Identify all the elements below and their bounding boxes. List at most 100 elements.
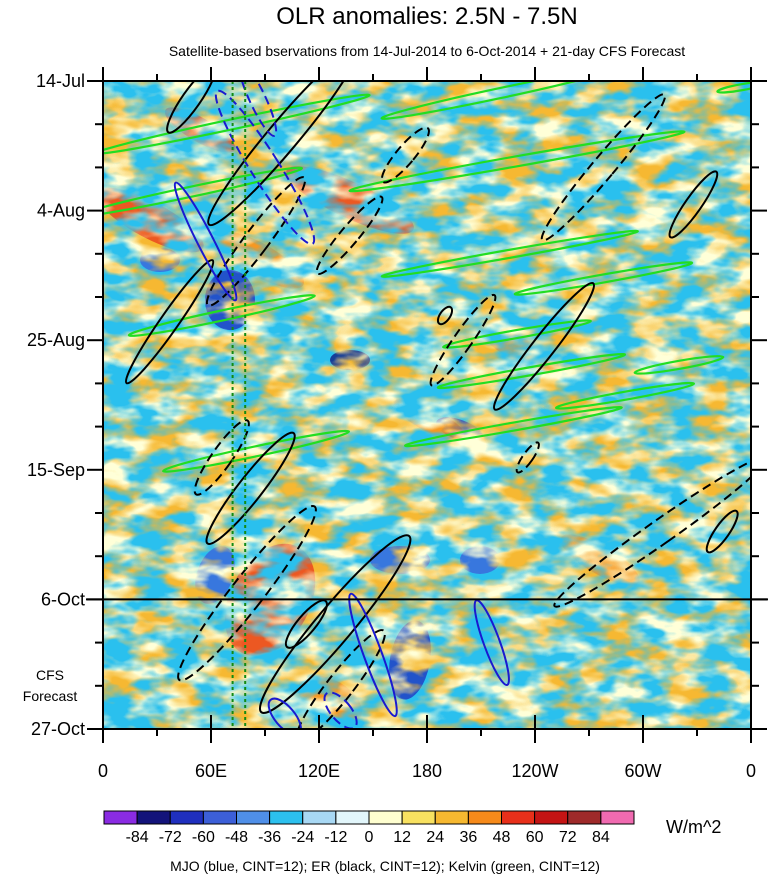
colorbar-swatch bbox=[269, 810, 304, 825]
er-contour bbox=[668, 170, 719, 239]
colorbar-label: -12 bbox=[324, 829, 347, 846]
x-tick-label: 120W bbox=[511, 761, 558, 781]
cool-anomaly-patch bbox=[195, 546, 235, 604]
forecast-label-line2: Forecast bbox=[23, 688, 78, 704]
er-contour bbox=[193, 419, 250, 496]
y-tick-label: 15-Sep bbox=[27, 460, 85, 480]
reference-lines bbox=[231, 81, 247, 729]
cool-anomaly-layer bbox=[103, 81, 751, 729]
x-axis: 0 60E 120E 180 120W 60W 0 bbox=[98, 67, 756, 781]
colorbar-label: 0 bbox=[365, 829, 374, 846]
er-contour bbox=[492, 281, 596, 411]
er-contour bbox=[380, 126, 430, 184]
er-contour bbox=[259, 534, 412, 714]
er-contour bbox=[429, 293, 497, 387]
cool-anomaly-patch bbox=[140, 248, 180, 272]
er-contour bbox=[705, 509, 739, 554]
y-tick-label: 14-Jul bbox=[36, 71, 85, 91]
colorbar-label: -72 bbox=[159, 829, 182, 846]
mjo-contours bbox=[173, 81, 510, 729]
er-contour bbox=[177, 504, 317, 682]
y-tick-label: 6-Oct bbox=[41, 589, 85, 609]
mjo-contour bbox=[323, 691, 358, 729]
y-tick-label: 27-Oct bbox=[31, 719, 85, 739]
er-contour bbox=[553, 455, 751, 608]
er-contour bbox=[295, 629, 386, 729]
kelvin-contour bbox=[348, 130, 686, 193]
cool-anomaly-patch bbox=[436, 417, 484, 443]
colorbar-swatch bbox=[401, 810, 436, 825]
cool-anomaly-patch bbox=[205, 270, 255, 330]
colorbar-swatch bbox=[434, 810, 469, 825]
colorbar-swatch bbox=[136, 810, 171, 825]
kelvin-contour bbox=[127, 294, 316, 337]
cool-fill bbox=[103, 81, 751, 729]
kelvin-contour bbox=[633, 355, 725, 375]
er-contour bbox=[166, 81, 217, 134]
kelvin-contour bbox=[380, 229, 639, 278]
mjo-contour bbox=[173, 181, 238, 302]
kelvin-contour bbox=[442, 319, 592, 349]
colorbar-label: -84 bbox=[126, 829, 149, 846]
colorbar-swatch bbox=[368, 810, 403, 825]
x-tick-label: 60E bbox=[195, 761, 227, 781]
colorbar-swatch bbox=[335, 810, 370, 825]
colorbar-swatch bbox=[302, 810, 337, 825]
er-contour bbox=[284, 599, 328, 649]
contour-legend: MJO (blue, CINT=12); ER (black, CINT=12)… bbox=[170, 858, 600, 874]
er-contour bbox=[205, 176, 307, 307]
y-tick-label: 25-Aug bbox=[27, 330, 85, 350]
kelvin-contour bbox=[436, 352, 627, 390]
colorbar-label: 36 bbox=[459, 829, 477, 846]
colorbar-swatch bbox=[236, 810, 271, 825]
colorbar-label: 72 bbox=[559, 829, 577, 846]
colorbar-swatch bbox=[103, 810, 138, 825]
chart-subtitle: Satellite-based bservations from 14-Jul-… bbox=[169, 43, 685, 59]
mjo-contour bbox=[348, 592, 398, 718]
kelvin-contour bbox=[161, 429, 351, 473]
kelvin-contour bbox=[403, 405, 623, 448]
colorbar-units: W/m^2 bbox=[666, 817, 721, 837]
colorbar-label: 24 bbox=[426, 829, 444, 846]
er-contour bbox=[315, 195, 384, 276]
colorbar-label: 48 bbox=[493, 829, 511, 846]
mjo-contour bbox=[214, 89, 316, 246]
colorbar-label: -36 bbox=[258, 829, 281, 846]
colorbar-swatch bbox=[501, 810, 536, 825]
mjo-contour bbox=[267, 697, 302, 729]
colorbar: -84 -72 -60 -48 -36 -24 -12 0 12 24 36 48 60 72 84 bbox=[103, 810, 635, 846]
kelvin-contours bbox=[103, 81, 751, 473]
kelvin-contour bbox=[513, 261, 694, 296]
cool-anomaly-patch bbox=[460, 546, 500, 574]
er-contour bbox=[124, 259, 215, 385]
er-contour bbox=[436, 305, 454, 326]
x-tick-label: 0 bbox=[98, 761, 108, 781]
er-contour bbox=[205, 431, 296, 545]
cool-anomaly-patch bbox=[330, 350, 370, 370]
mjo-contour bbox=[238, 81, 278, 137]
kelvin-contour bbox=[103, 166, 303, 218]
colorbar-swatch bbox=[467, 810, 502, 825]
er-contour bbox=[515, 441, 540, 474]
colorbar-label: 12 bbox=[393, 829, 411, 846]
x-tick-label: 120E bbox=[298, 761, 340, 781]
colorbar-label: -48 bbox=[225, 829, 248, 846]
colorbar-label: -60 bbox=[192, 829, 215, 846]
kelvin-contour bbox=[554, 381, 696, 410]
olr-heatmap bbox=[103, 81, 751, 729]
cool-anomaly-patch bbox=[370, 546, 430, 574]
colorbar-swatch bbox=[169, 810, 204, 825]
x-tick-label: 60W bbox=[624, 761, 661, 781]
y-axis: 14-Jul 4-Aug 25-Aug 15-Sep 6-Oct 27-Oct bbox=[27, 71, 767, 739]
colorbar-swatch bbox=[567, 810, 602, 825]
x-tick-label: 0 bbox=[746, 761, 756, 781]
kelvin-contour bbox=[716, 81, 751, 94]
colorbar-swatch bbox=[202, 810, 237, 825]
forecast-label-line1: CFS bbox=[36, 667, 64, 683]
er-contour bbox=[207, 81, 359, 227]
chart-title: OLR anomalies: 2.5N - 7.5N bbox=[276, 3, 577, 30]
colorbar-label: 60 bbox=[526, 829, 544, 846]
colorbar-swatch bbox=[534, 810, 569, 825]
y-tick-label: 4-Aug bbox=[37, 201, 85, 221]
